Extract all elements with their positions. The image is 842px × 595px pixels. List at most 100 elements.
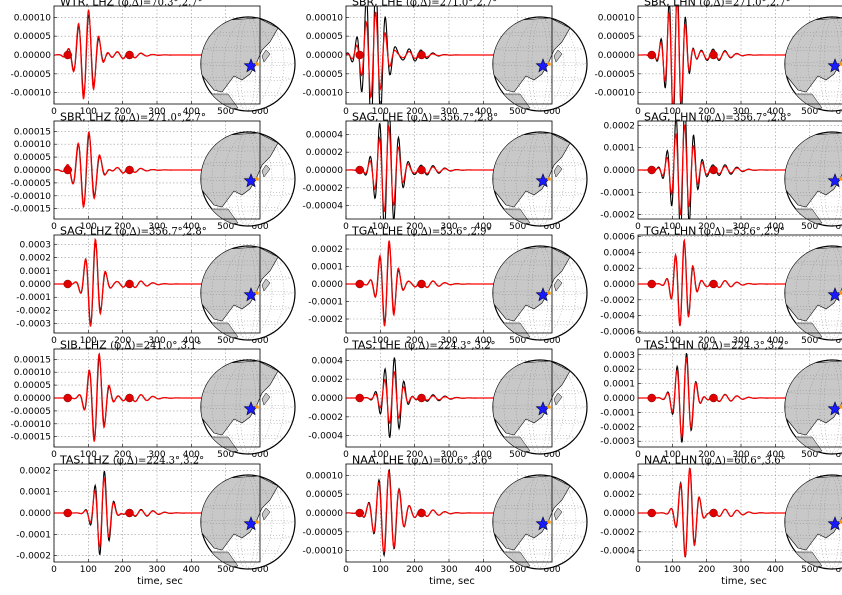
x-tick-label: 200	[114, 107, 131, 117]
graticule-lat	[493, 290, 587, 296]
x-tick-label: 500	[217, 107, 234, 117]
y-tick-label: 0.0002	[312, 245, 344, 255]
time-window-marker	[63, 50, 72, 60]
graticule-lat	[493, 404, 587, 410]
x-tick-label: 0	[51, 107, 57, 117]
y-tick-label: 0.0004	[312, 356, 344, 366]
graticule-lat	[495, 191, 585, 197]
x-tick-label: 300	[148, 565, 165, 575]
x-tick-label: 300	[440, 450, 457, 460]
land-japan	[261, 164, 271, 178]
x-tick-label: 0	[51, 222, 57, 232]
graticule-lat	[201, 176, 295, 182]
globe-inset	[492, 245, 588, 341]
subplot-title: TAS, LHN (φ,Δ)=224.3°,3.2°	[643, 339, 789, 352]
y-tick-label: 0.0002	[604, 490, 636, 500]
time-window-marker	[417, 50, 426, 60]
y-tick-label: -0.0002	[600, 296, 635, 306]
y-tick-label: -0.0001	[600, 408, 635, 418]
subplot: 0 100 200 300 400 500 600 0.0004 0.0002 0.0000 -0.…	[308, 339, 588, 460]
time-window-marker	[417, 165, 426, 175]
graticule-lat	[495, 534, 585, 540]
graticule-lat	[203, 275, 293, 281]
graticule-lat	[203, 534, 293, 540]
y-tick-label: 0.00000	[306, 509, 343, 519]
axes-frame	[53, 234, 261, 334]
y-tick-label: 0.00000	[306, 166, 343, 176]
y-tick-label: -0.00005	[11, 407, 51, 417]
graticule-lat	[201, 290, 295, 296]
x-tick-label: 0	[635, 450, 641, 460]
graticule-lat	[201, 404, 295, 410]
y-tick-label: -0.00002	[303, 184, 343, 194]
y-tick-label: 0.0000	[604, 166, 636, 176]
subplot-title: NAA, LHE (φ,Δ)=60.6°,3.6°	[352, 454, 492, 467]
subplot-title: SAG, LHZ (φ,Δ)=356.7°,2.8°	[60, 225, 207, 238]
graticule-lat	[785, 176, 842, 182]
time-window-marker	[63, 279, 72, 289]
graticule-lat	[493, 61, 587, 67]
graticule-lon	[823, 132, 842, 226]
y-tick-label: -0.0004	[600, 312, 635, 322]
land-asia	[493, 17, 571, 93]
y-tick-label: 0.00005	[306, 32, 343, 42]
y-tick-label: -0.0002	[16, 306, 51, 316]
y-tick-label: -0.0003	[16, 320, 51, 330]
x-tick-label: 100	[664, 222, 681, 232]
y-tick-label: 0.00010	[306, 13, 343, 23]
y-tick-label: -0.00005	[303, 528, 343, 538]
graticule-lon	[211, 17, 273, 111]
x-tick-label: 600	[251, 450, 268, 460]
x-tick-label: 200	[114, 565, 131, 575]
y-tick-label: 0.00000	[14, 166, 51, 176]
x-tick-label: 0	[343, 222, 349, 232]
x-tick-label: 300	[440, 336, 457, 346]
x-tick-label: 400	[475, 222, 492, 232]
station-marker	[839, 405, 842, 409]
y-tick-label: 0.00010	[14, 13, 51, 23]
time-window-marker	[647, 165, 656, 175]
graticule-lat	[203, 389, 293, 395]
axes-frame	[345, 5, 553, 105]
y-tick-label: -0.0004	[308, 432, 343, 442]
graticule-lon	[823, 360, 842, 454]
station-marker	[547, 405, 551, 409]
graticule-lat	[203, 419, 293, 425]
x-tick-label: 300	[440, 565, 457, 575]
globe-inset	[784, 359, 842, 455]
x-tick-label: 400	[475, 107, 492, 117]
y-tick-label: -0.0002	[308, 413, 343, 423]
graticule-lon	[223, 246, 285, 340]
graticule-lat	[495, 161, 585, 167]
y-tick-label: 0.0002	[312, 375, 344, 385]
x-tick-label: 500	[509, 336, 526, 346]
station-marker	[255, 177, 259, 181]
time-window-marker	[709, 279, 718, 289]
x-axis-label: time, sec	[721, 576, 767, 587]
x-tick-label: 200	[406, 107, 423, 117]
time-window-marker	[63, 165, 72, 175]
graticule-lat	[495, 76, 585, 82]
y-tick-label: 0.0001	[604, 144, 636, 154]
land-japan	[261, 507, 271, 521]
y-tick-label: 0.00005	[14, 381, 51, 391]
x-tick-label: 400	[183, 222, 200, 232]
land-asia	[785, 246, 842, 322]
y-tick-label: 0.0000	[604, 394, 636, 404]
graticule-lat	[495, 419, 585, 425]
subplot: 0 100 200 300 400 500 600 0.00010 0.00005 0.00000…	[595, 0, 842, 117]
y-tick-label: 0.0001	[312, 263, 344, 273]
y-tick-label: -0.0001	[600, 188, 635, 198]
y-tick-label: 0.0004	[604, 471, 636, 481]
subplot: 0 100 200 300 400 500 600 0.0004 0.0002 0.0000 -0.…	[600, 454, 842, 587]
x-tick-label: 600	[835, 222, 842, 232]
x-tick-label: 200	[698, 107, 715, 117]
time-window-marker	[709, 165, 718, 175]
graticule-lon	[515, 475, 577, 569]
x-tick-label: 600	[543, 336, 560, 346]
x-tick-label: 600	[251, 336, 268, 346]
station-marker	[255, 405, 259, 409]
axes-frame	[637, 463, 842, 563]
y-tick-label: 0.00005	[598, 32, 635, 42]
x-tick-label: 0	[635, 107, 641, 117]
